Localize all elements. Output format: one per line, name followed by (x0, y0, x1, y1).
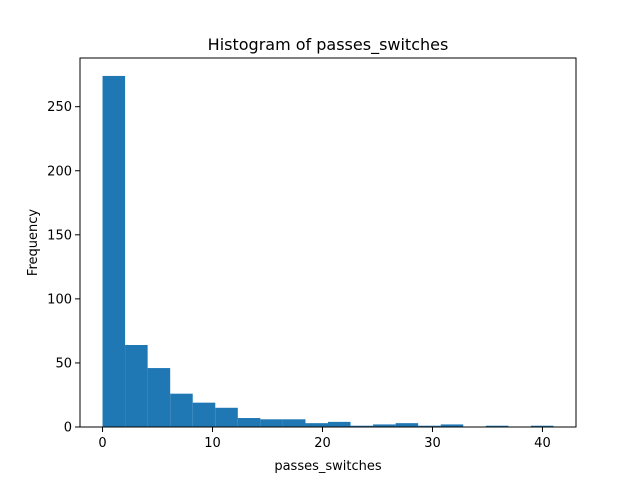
x-tick-label: 20 (314, 436, 331, 451)
histogram-bar (192, 402, 216, 427)
y-tick-label: 50 (55, 356, 72, 371)
histogram-bar (485, 425, 509, 427)
histogram-bar (305, 423, 328, 427)
y-tick-label: 0 (64, 421, 72, 436)
x-tick-label: 40 (534, 436, 551, 451)
histogram-bar (170, 393, 193, 427)
histogram-bar (125, 345, 148, 427)
histogram-bar (147, 368, 171, 427)
histogram-bar (328, 421, 351, 427)
x-tick-label: 0 (98, 436, 106, 451)
histogram-bar (282, 419, 306, 427)
bars-group (102, 75, 554, 427)
x-axis-ticks: 0 10 20 30 40 (98, 427, 551, 451)
histogram-bar (440, 424, 464, 427)
y-tick-label: 200 (47, 164, 72, 179)
y-axis-ticks: 0 50 100 150 200 250 (47, 100, 80, 436)
histogram-bar (350, 425, 374, 427)
histogram-bar (215, 407, 238, 427)
histogram-bar (530, 425, 554, 427)
x-tick-label: 30 (424, 436, 441, 451)
y-tick-label: 250 (47, 100, 72, 115)
histogram-bar (373, 424, 396, 427)
y-tick-label: 150 (47, 228, 72, 243)
x-tick-label: 10 (204, 436, 221, 451)
histogram-bar (395, 423, 419, 427)
histogram-bar (418, 425, 441, 427)
histogram-bar (102, 75, 126, 427)
x-axis-title: passes_switches (274, 459, 382, 474)
chart-title: Histogram of passes_switches (208, 35, 449, 55)
histogram-bar (237, 418, 261, 427)
y-axis-title: Frequency (26, 209, 41, 276)
histogram-bar (260, 419, 283, 427)
y-tick-label: 100 (47, 292, 72, 307)
plot-frame (79, 57, 577, 428)
